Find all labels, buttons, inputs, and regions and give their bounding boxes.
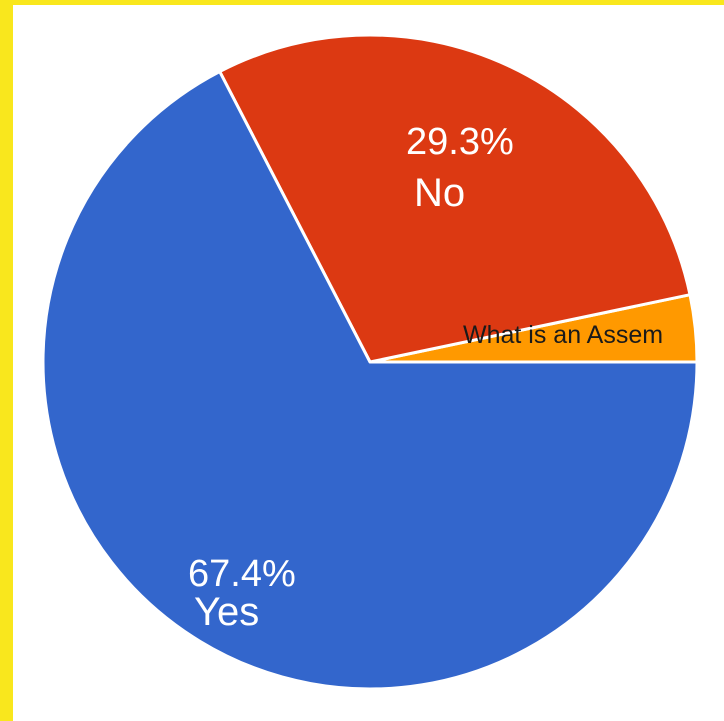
pie-slice-yes — [41, 70, 699, 691]
slice-label-no-name: No — [414, 171, 465, 215]
slice-label-yes-percent: 67.4% — [188, 553, 296, 595]
slice-label-no-percent: 29.3% — [406, 121, 514, 163]
pie-slices — [41, 33, 699, 691]
pie-slice-no — [218, 33, 692, 364]
slice-label-yes-name: Yes — [194, 590, 259, 634]
slice-label-assembly-name: What is an Assem — [463, 321, 663, 349]
